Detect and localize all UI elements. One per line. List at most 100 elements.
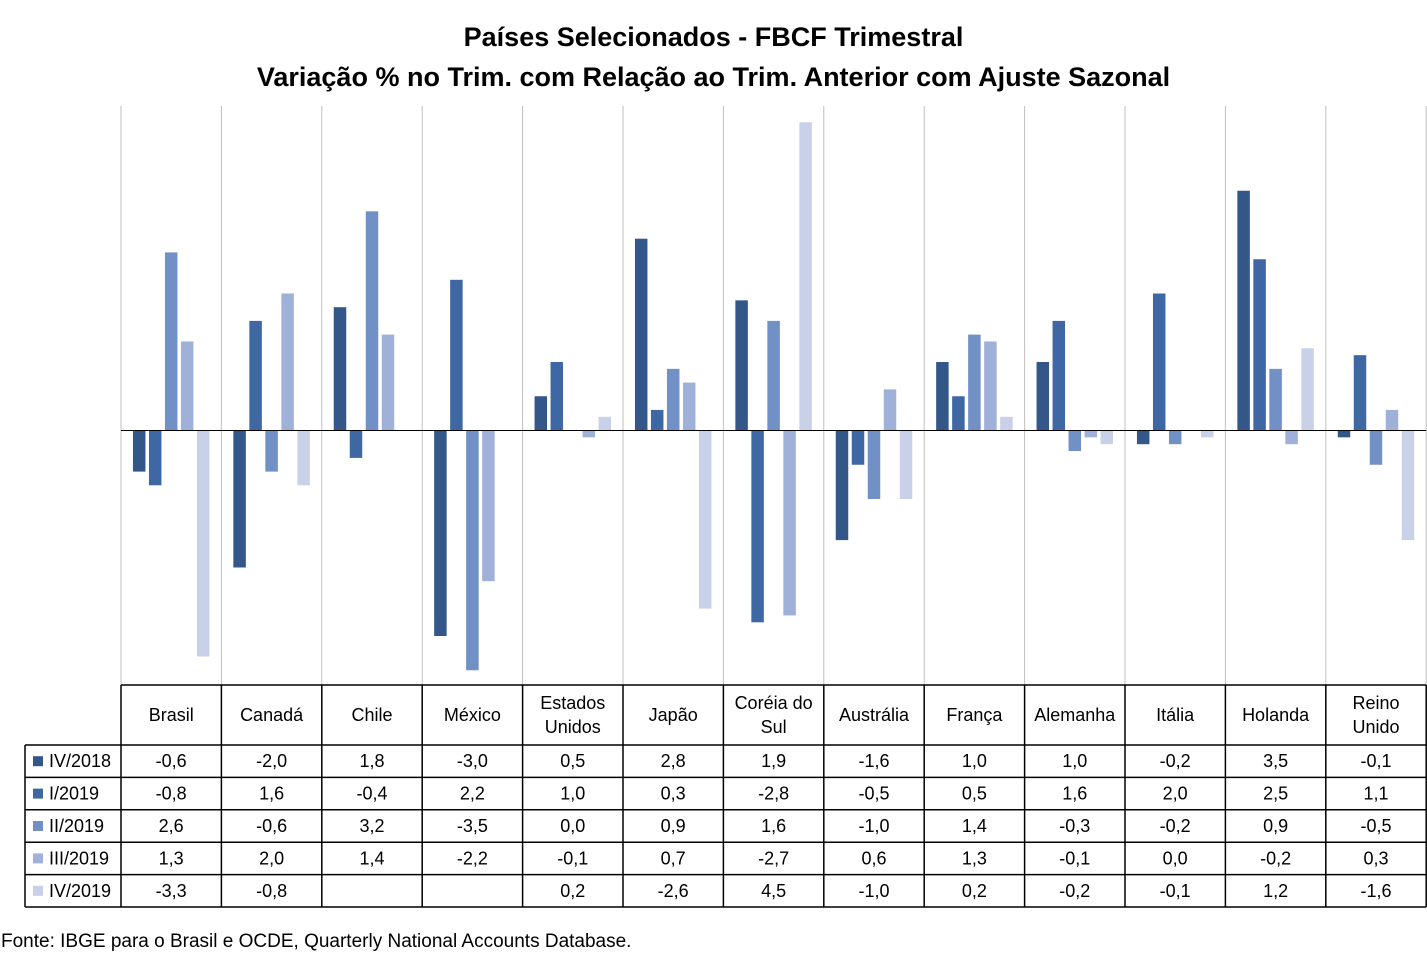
category-label: Canadá xyxy=(240,705,304,725)
bar xyxy=(164,252,178,431)
legend-swatch xyxy=(33,853,43,864)
data-label: -2,0 xyxy=(256,751,287,771)
bar xyxy=(1168,430,1182,445)
bar xyxy=(1369,430,1383,465)
data-label: 2,0 xyxy=(1163,784,1188,804)
bar xyxy=(936,362,949,431)
bar xyxy=(735,300,748,431)
data-label: -0,5 xyxy=(1360,816,1391,836)
bar xyxy=(349,430,363,458)
bar xyxy=(381,334,395,431)
bar xyxy=(1401,430,1415,541)
data-label: 1,2 xyxy=(1263,881,1288,901)
data-label: -0,5 xyxy=(858,784,889,804)
data-label: 0,2 xyxy=(962,881,987,901)
data-label: -0,8 xyxy=(156,784,187,804)
legend-swatch xyxy=(33,885,43,896)
data-label: -0,8 xyxy=(256,881,287,901)
bar xyxy=(297,430,310,486)
bar xyxy=(767,320,780,431)
bar xyxy=(952,396,965,431)
bar xyxy=(698,430,712,609)
bar xyxy=(1285,430,1298,445)
data-label: 0,0 xyxy=(560,816,585,836)
data-label: 0,9 xyxy=(1263,816,1288,836)
data-label: -0,4 xyxy=(356,784,387,804)
bar xyxy=(835,430,849,541)
data-label: 1,3 xyxy=(962,848,987,868)
data-label: 0,6 xyxy=(861,848,886,868)
data-label: 0,0 xyxy=(1163,848,1188,868)
category-label: Reino xyxy=(1352,693,1399,713)
bar xyxy=(968,334,981,431)
data-label: 2,2 xyxy=(460,784,485,804)
category-label: Itália xyxy=(1156,705,1195,725)
data-label: 2,0 xyxy=(259,848,284,868)
category-label: Sul xyxy=(761,717,787,737)
data-label: -0,2 xyxy=(1160,816,1191,836)
bar xyxy=(1152,293,1166,431)
bar xyxy=(1084,430,1098,438)
bar xyxy=(883,389,897,431)
bar xyxy=(180,341,194,431)
category-label: México xyxy=(444,705,501,725)
data-label: 3,2 xyxy=(359,816,384,836)
bar xyxy=(783,430,796,616)
bar xyxy=(851,430,865,465)
bar xyxy=(1337,430,1351,438)
category-label: Brasil xyxy=(149,705,194,725)
bar xyxy=(1200,430,1214,438)
series-label: III/2019 xyxy=(49,848,109,868)
bar xyxy=(265,430,278,472)
data-label: -0,1 xyxy=(1160,881,1191,901)
bar xyxy=(1253,259,1266,431)
bar xyxy=(582,430,596,438)
series-label: IV/2018 xyxy=(49,751,111,771)
bar xyxy=(1036,362,1050,431)
bar xyxy=(1301,348,1314,431)
bar xyxy=(534,396,548,431)
data-label: -2,7 xyxy=(758,848,789,868)
data-label: -2,2 xyxy=(457,848,488,868)
data-label: -2,6 xyxy=(658,881,689,901)
bar xyxy=(550,362,564,431)
category-label: Holanda xyxy=(1242,705,1310,725)
data-label: -3,5 xyxy=(457,816,488,836)
bar xyxy=(682,382,696,431)
data-label: 1,0 xyxy=(560,784,585,804)
data-label: 3,5 xyxy=(1263,751,1288,771)
data-label: -0,1 xyxy=(557,848,588,868)
data-label: -1,0 xyxy=(858,881,889,901)
series-label: I/2019 xyxy=(49,784,99,804)
data-label: 2,5 xyxy=(1263,784,1288,804)
data-label: 1,8 xyxy=(359,751,384,771)
bar xyxy=(148,430,162,486)
data-label: 1,3 xyxy=(159,848,184,868)
data-label: 0,7 xyxy=(661,848,686,868)
bar xyxy=(482,430,495,582)
data-label: -0,6 xyxy=(156,751,187,771)
bar xyxy=(1353,355,1367,431)
data-label: 1,6 xyxy=(259,784,284,804)
bar xyxy=(751,430,764,623)
data-label: -0,1 xyxy=(1360,751,1391,771)
category-label: Austrália xyxy=(839,705,910,725)
data-label: -0,1 xyxy=(1059,848,1090,868)
category-label: Chile xyxy=(351,705,392,725)
legend-swatch xyxy=(33,821,43,831)
data-label: 0,9 xyxy=(661,816,686,836)
data-label: 0,3 xyxy=(1363,848,1388,868)
bar xyxy=(365,211,379,431)
category-label: Coréia do xyxy=(735,693,813,713)
bar xyxy=(1052,320,1066,431)
data-label: -1,6 xyxy=(1360,881,1391,901)
category-label: França xyxy=(946,705,1003,725)
bar xyxy=(1100,430,1114,445)
data-label: 0,2 xyxy=(560,881,585,901)
data-label: -0,2 xyxy=(1160,751,1191,771)
bar xyxy=(132,430,146,472)
bar xyxy=(867,430,881,499)
data-label: 0,5 xyxy=(962,784,987,804)
series-label: IV/2019 xyxy=(49,881,111,901)
source-note: Fonte: IBGE para o Brasil e OCDE, Quarte… xyxy=(1,931,632,952)
